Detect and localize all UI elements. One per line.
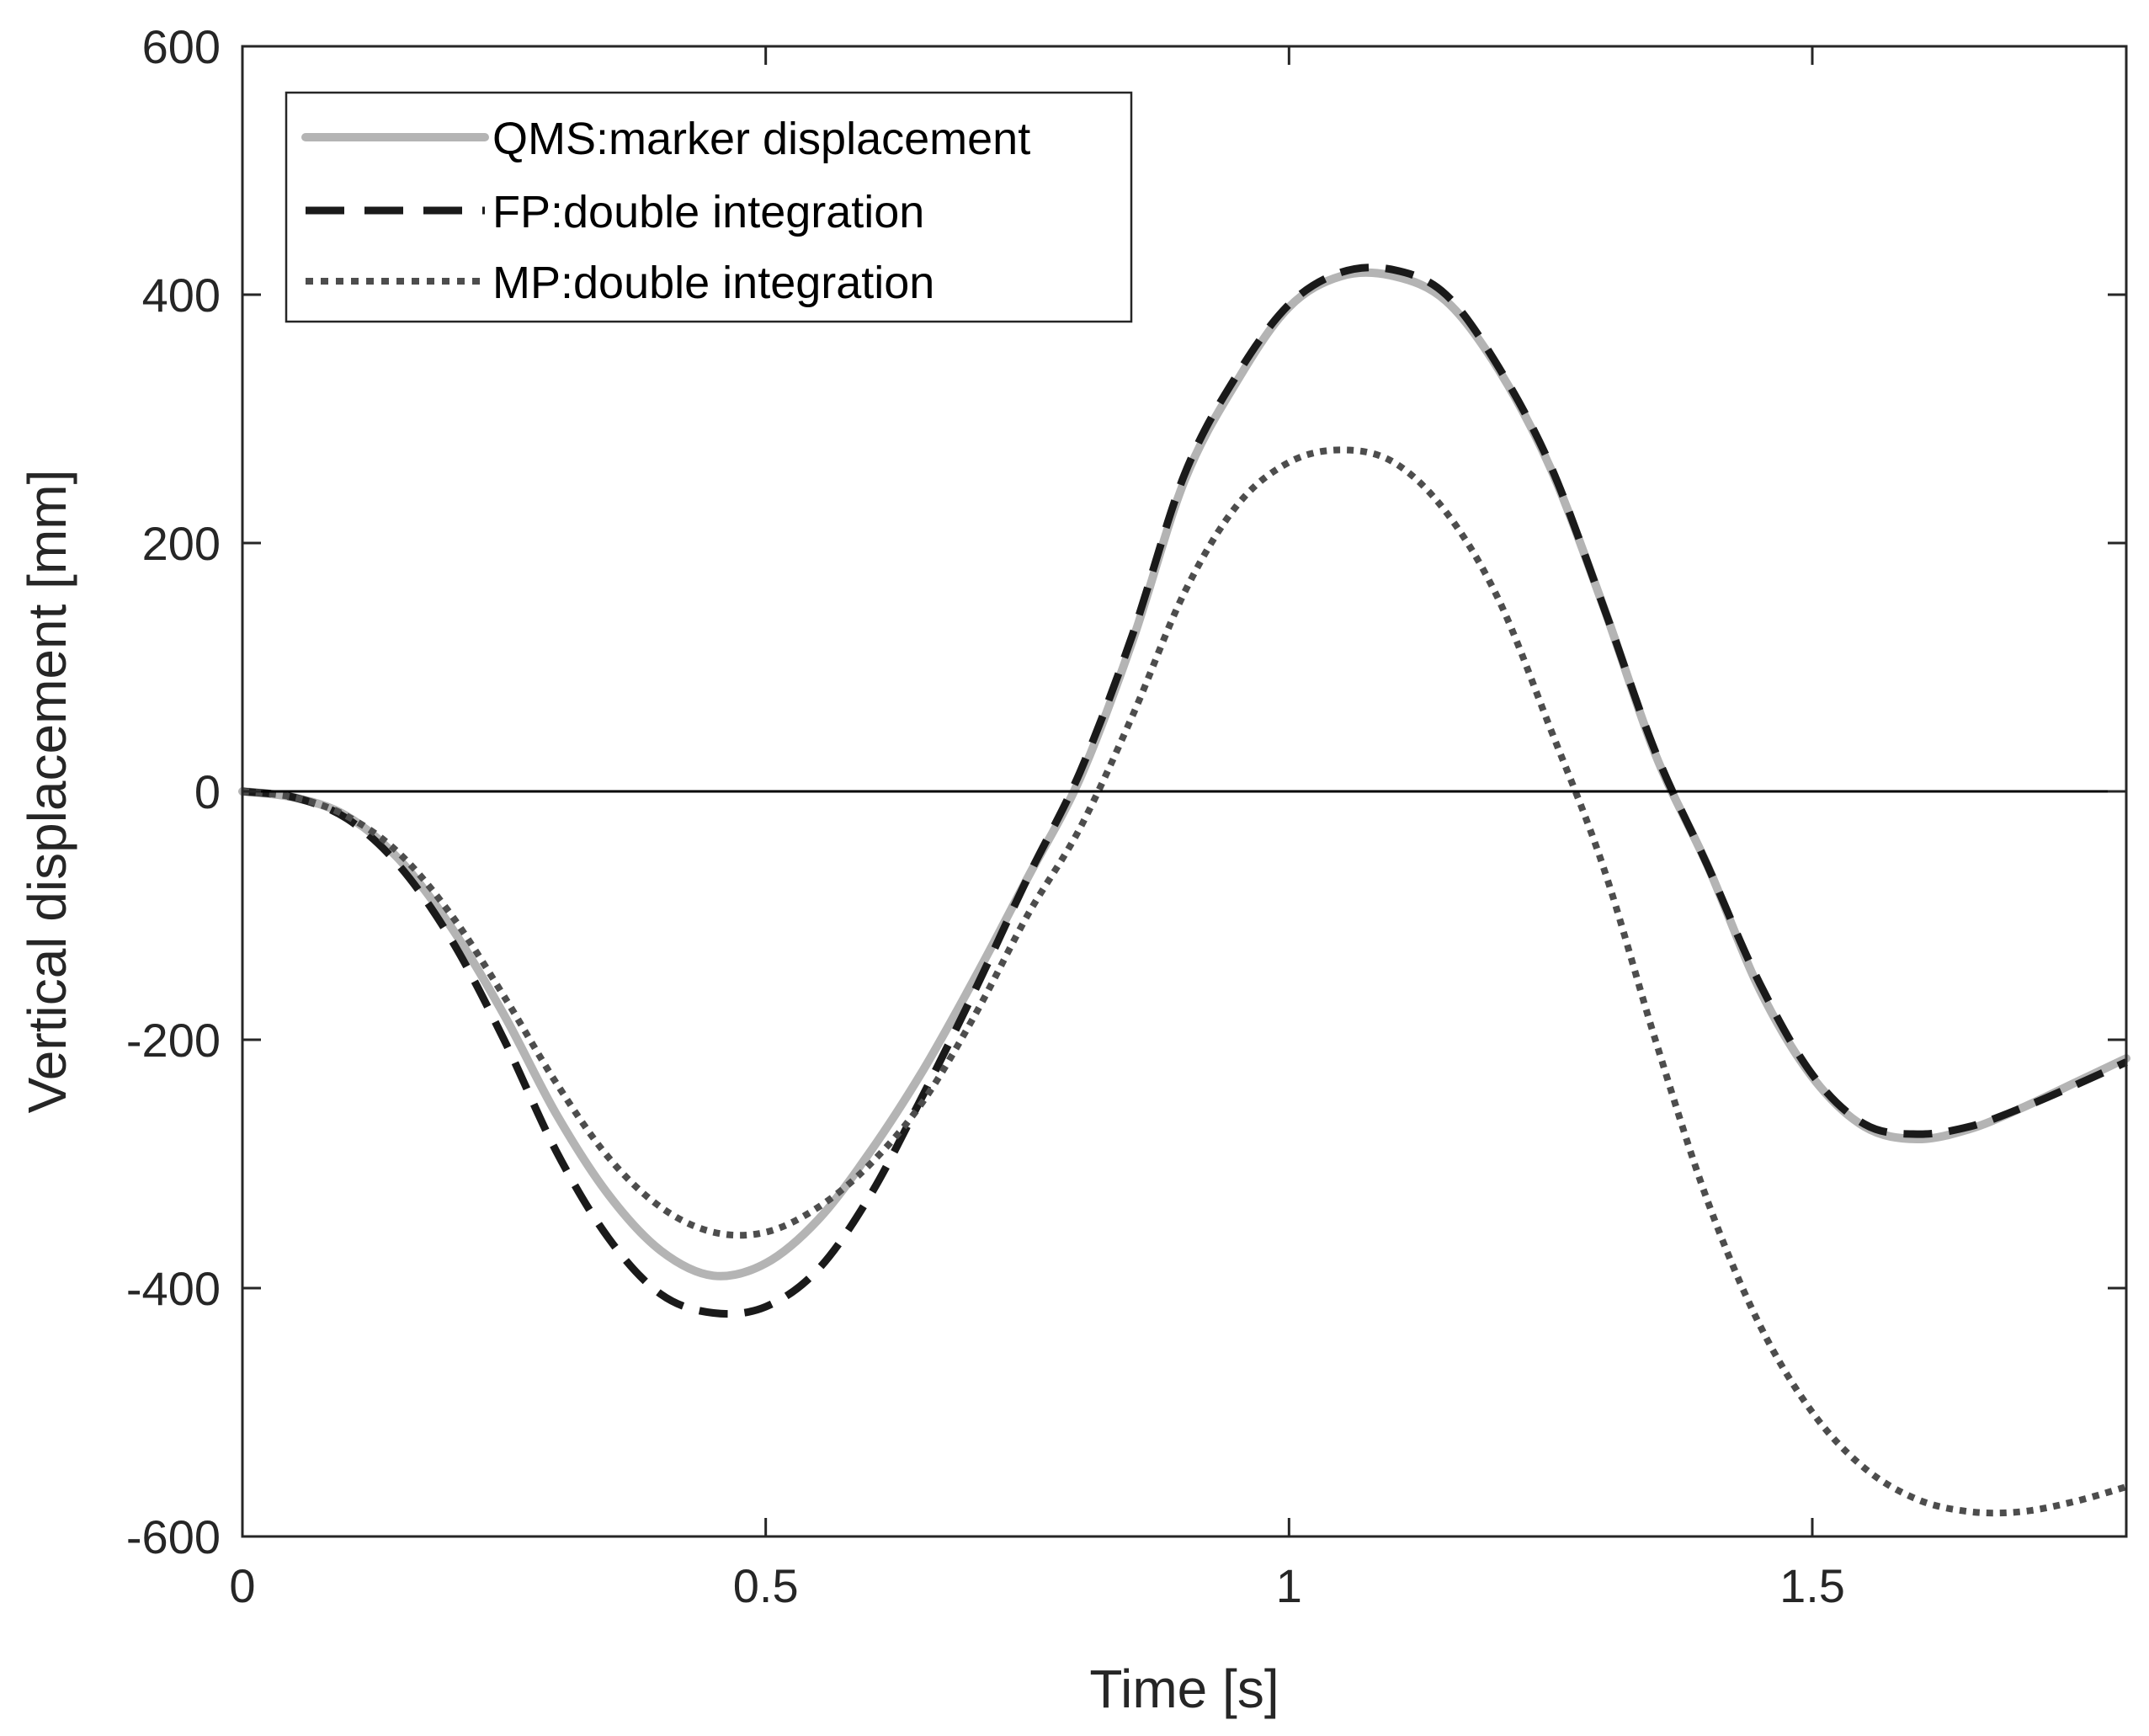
legend-label-mp: MP:double integration	[492, 258, 934, 308]
y-tick-label: 600	[142, 20, 221, 73]
legend-label-qms: QMS:marker displacement	[492, 114, 1030, 164]
legend: QMS:marker displacement FP:double integr…	[285, 91, 1133, 323]
y-axis-title: Vertical displacement [mm]	[17, 470, 77, 1114]
y-tick-label: 0	[194, 765, 221, 818]
legend-label-fp: FP:double integration	[492, 187, 924, 237]
tick-layer	[241, 45, 2126, 1538]
series-line-1	[242, 264, 2128, 1318]
x-axis-title: Time [s]	[1089, 1659, 1279, 1719]
x-tick-label: 1.5	[1779, 1559, 1845, 1612]
series-line-2	[242, 446, 2128, 1517]
x-tick-label: 1	[1276, 1559, 1302, 1612]
y-tick-label: 200	[142, 517, 221, 570]
x-tick-label: 0	[229, 1559, 255, 1612]
y-tick-label: -600	[126, 1510, 221, 1563]
y-tick-label: -400	[126, 1262, 221, 1315]
y-tick-label: -200	[126, 1014, 221, 1067]
x-tick-label: 0.5	[733, 1559, 799, 1612]
tick-label-layer: 0 0.5 1 1.5 -600 -400 -200 0 200 400 600	[126, 20, 1845, 1612]
series-layer	[238, 264, 2130, 1517]
y-tick-label: 400	[142, 269, 221, 322]
